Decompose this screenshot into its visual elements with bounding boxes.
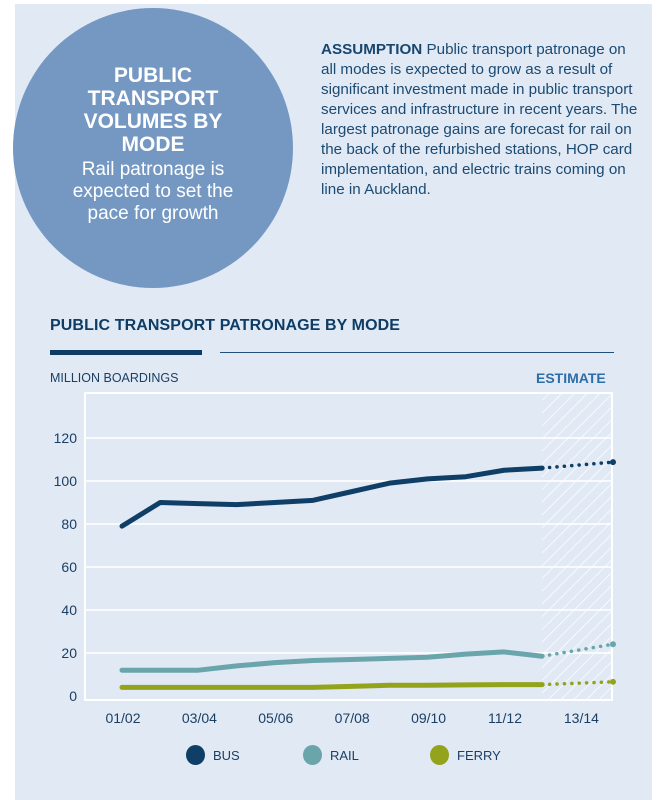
series-line-ferry [119,682,545,690]
series-end-marker-rail [610,641,616,648]
x-tick-label: 11/12 [488,710,522,726]
plot-frame [84,392,613,701]
x-tick-label: 03/04 [182,710,217,726]
series-estimate-bus [540,460,615,470]
legend-label-ferry: FERRY [457,747,501,763]
title-underline-thick [50,350,202,355]
infographic-subtitle: Rail patronage is expected to set the pa… [72,158,234,224]
title-circle [13,8,293,288]
legend-item-bus: BUS [186,745,240,765]
estimate-region [542,393,612,700]
y-tick-label: 100 [54,473,78,489]
x-tick-label: 09/10 [411,710,446,726]
series-end-marker-ferry [610,678,616,685]
y-axis-label: MILLION BOARDINGS [50,371,179,385]
y-tick-label: 80 [61,516,77,532]
y-tick-label: 20 [61,645,77,661]
assumption-text: Public transport patronage on all modes … [321,41,638,198]
series-line-bus [119,465,545,529]
legend-item-rail: RAIL [303,745,359,765]
assumption-label: ASSUMPTION [321,41,423,58]
legend-label-bus: BUS [213,747,240,763]
assumption-paragraph: ASSUMPTION Public transport patronage on… [321,40,641,200]
rail-swatch-icon [303,745,322,765]
x-tick-label: 01/02 [105,710,140,726]
bus-swatch-icon [186,745,205,765]
legend-item-ferry: FERRY [430,745,501,765]
y-tick-label: 120 [54,430,78,446]
y-tick-label: 40 [61,602,77,618]
y-tick-label: 60 [61,559,77,575]
ferry-swatch-icon [430,745,449,765]
x-tick-label: 05/06 [258,710,293,726]
title-circle-text: PUBLIC TRANSPORT VOLUMES BY MODE Rail pa… [13,8,293,288]
series-estimate-ferry [540,680,615,687]
chart-title: PUBLIC TRANSPORT PATRONAGE BY MODE [50,317,401,334]
y-tick-label: 0 [69,688,77,704]
infographic-title: PUBLIC TRANSPORT VOLUMES BY MODE [83,63,223,156]
series-line-rail [119,649,545,673]
legend-label-rail: RAIL [330,747,359,763]
title-underline-thin [220,352,614,353]
series-estimate-rail [540,642,615,658]
estimate-label: ESTIMATE [536,370,606,386]
series-end-marker-bus [610,459,616,466]
x-tick-label: 07/08 [335,710,370,726]
x-tick-label: 13/14 [564,710,599,726]
